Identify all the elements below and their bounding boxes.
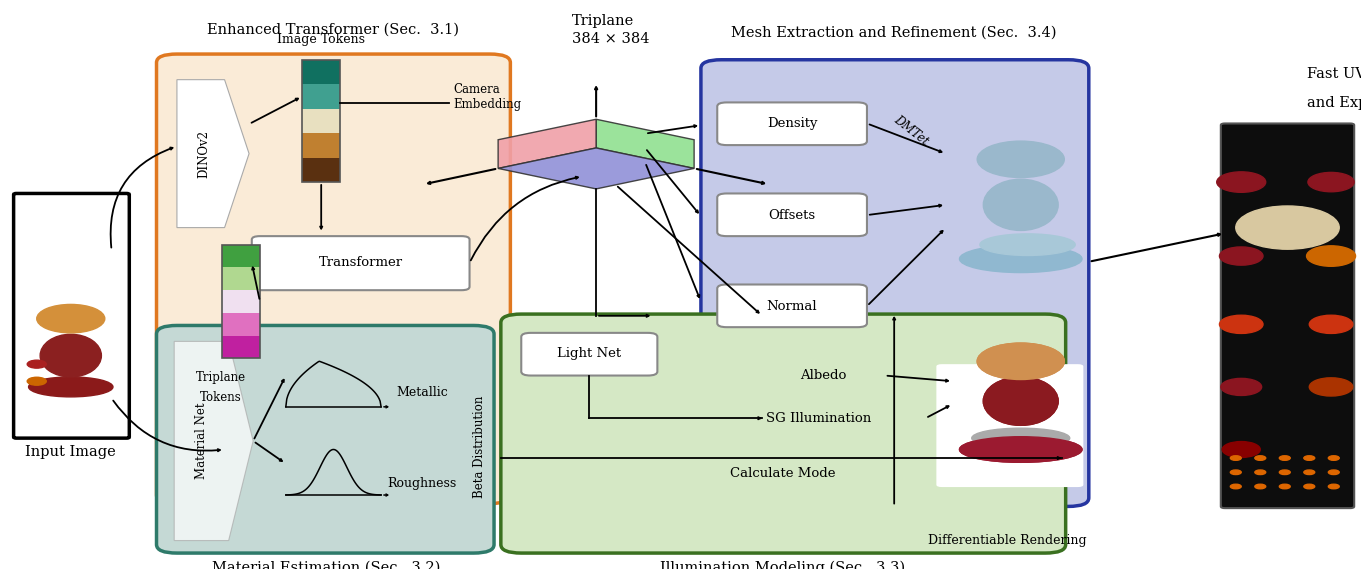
Text: Offsets: Offsets	[769, 209, 815, 221]
Bar	[302, 109, 340, 133]
Text: Beta Distribution: Beta Distribution	[472, 395, 486, 498]
Circle shape	[1230, 484, 1241, 489]
Circle shape	[1219, 315, 1263, 333]
FancyBboxPatch shape	[252, 236, 470, 290]
Circle shape	[1255, 470, 1266, 475]
Text: DINOv2: DINOv2	[197, 130, 210, 178]
Text: Roughness: Roughness	[388, 477, 456, 490]
Text: DMTet: DMTet	[891, 113, 931, 149]
FancyBboxPatch shape	[717, 102, 867, 145]
Circle shape	[1309, 315, 1353, 333]
Bar	[302, 60, 340, 84]
FancyBboxPatch shape	[717, 284, 867, 327]
Bar	[302, 158, 340, 182]
Polygon shape	[174, 341, 253, 541]
FancyBboxPatch shape	[157, 54, 510, 504]
FancyBboxPatch shape	[14, 193, 129, 438]
FancyBboxPatch shape	[1221, 123, 1354, 508]
Bar	[222, 245, 260, 358]
Text: Normal: Normal	[766, 300, 818, 312]
FancyBboxPatch shape	[501, 314, 1066, 553]
Circle shape	[1279, 456, 1290, 460]
Circle shape	[1304, 484, 1315, 489]
Circle shape	[1304, 456, 1315, 460]
Text: Calculate Mode: Calculate Mode	[729, 467, 836, 480]
Circle shape	[37, 304, 105, 333]
Circle shape	[1236, 206, 1339, 249]
Circle shape	[1309, 378, 1353, 396]
Bar	[222, 290, 260, 313]
Circle shape	[1230, 456, 1241, 460]
Text: Light Net: Light Net	[557, 348, 622, 360]
Ellipse shape	[29, 377, 113, 397]
Text: Density: Density	[766, 117, 818, 130]
FancyBboxPatch shape	[521, 333, 657, 376]
Text: Transformer: Transformer	[318, 257, 403, 269]
Bar	[302, 60, 340, 182]
Text: Material Estimation (Sec.  3.2): Material Estimation (Sec. 3.2)	[212, 560, 441, 569]
Circle shape	[1328, 470, 1339, 475]
Text: Mesh Extraction and Refinement (Sec.  3.4): Mesh Extraction and Refinement (Sec. 3.4…	[731, 26, 1057, 40]
Bar	[222, 336, 260, 358]
Bar	[222, 245, 260, 267]
Bar	[302, 133, 340, 158]
Text: Tokens: Tokens	[200, 391, 241, 405]
Text: SG Illumination: SG Illumination	[766, 412, 871, 424]
Text: Triplane: Triplane	[572, 14, 634, 28]
Circle shape	[1307, 246, 1356, 266]
Ellipse shape	[983, 377, 1059, 426]
Circle shape	[1230, 470, 1241, 475]
Circle shape	[1279, 484, 1290, 489]
Polygon shape	[498, 148, 694, 189]
FancyBboxPatch shape	[701, 60, 1089, 506]
Circle shape	[1222, 442, 1260, 457]
Bar	[302, 84, 340, 109]
Circle shape	[27, 360, 46, 368]
Circle shape	[1304, 470, 1315, 475]
Ellipse shape	[980, 234, 1075, 255]
Circle shape	[1255, 484, 1266, 489]
Text: Differentiable Rendering: Differentiable Rendering	[928, 534, 1086, 547]
FancyBboxPatch shape	[717, 193, 867, 236]
Text: Triplane: Triplane	[196, 371, 245, 384]
Polygon shape	[498, 119, 596, 168]
Text: Material Net: Material Net	[195, 403, 208, 479]
Text: Enhanced Transformer (Sec.  3.1): Enhanced Transformer (Sec. 3.1)	[207, 23, 460, 37]
Ellipse shape	[960, 437, 1082, 462]
Ellipse shape	[972, 428, 1070, 448]
Text: 384 × 384: 384 × 384	[572, 31, 649, 46]
Text: Albedo: Albedo	[800, 369, 847, 382]
Text: and Export (Sec.  3.5): and Export (Sec. 3.5)	[1307, 95, 1361, 110]
Circle shape	[977, 141, 1064, 178]
Circle shape	[1219, 247, 1263, 265]
Circle shape	[1279, 470, 1290, 475]
Ellipse shape	[960, 437, 1082, 462]
Circle shape	[1328, 484, 1339, 489]
Circle shape	[977, 343, 1064, 380]
Text: Illumination Modeling (Sec.  3.3): Illumination Modeling (Sec. 3.3)	[660, 560, 905, 569]
Text: Metallic: Metallic	[396, 386, 448, 399]
Ellipse shape	[960, 245, 1082, 273]
Circle shape	[1221, 378, 1262, 395]
Circle shape	[1308, 172, 1354, 192]
Polygon shape	[177, 80, 249, 228]
FancyBboxPatch shape	[936, 364, 1083, 487]
Text: Input Image: Input Image	[26, 445, 116, 459]
FancyBboxPatch shape	[157, 325, 494, 553]
Text: Image Tokens: Image Tokens	[278, 32, 365, 46]
Bar	[222, 313, 260, 336]
Ellipse shape	[39, 335, 101, 377]
Circle shape	[1217, 172, 1266, 192]
Text: Fast UV-Unwrapping: Fast UV-Unwrapping	[1307, 67, 1361, 81]
Ellipse shape	[983, 179, 1059, 230]
Circle shape	[1255, 456, 1266, 460]
Circle shape	[27, 377, 46, 385]
Circle shape	[977, 343, 1064, 380]
Polygon shape	[596, 119, 694, 168]
Bar	[222, 267, 260, 290]
Text: Camera
Embedding: Camera Embedding	[453, 83, 521, 111]
Circle shape	[1328, 456, 1339, 460]
Ellipse shape	[983, 377, 1059, 426]
